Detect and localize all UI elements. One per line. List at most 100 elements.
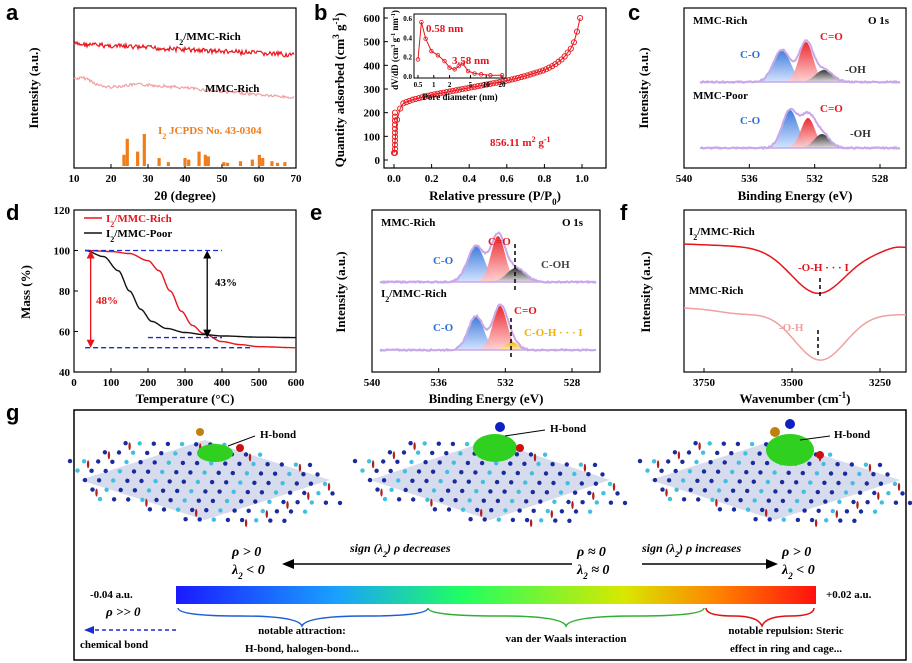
- chemical-bond-arrow-head: [84, 626, 94, 634]
- x-axis-title-a: 2θ (degree): [154, 188, 216, 203]
- lattice-atom: [757, 451, 762, 456]
- a-x-label: 50: [217, 173, 229, 185]
- series-line-i2-mmc-rich-d: [85, 249, 296, 349]
- peak-label-co-c2: C-O: [740, 115, 761, 127]
- isotherm-point: [530, 70, 537, 77]
- lattice-atom: [366, 459, 372, 464]
- lattice-bond-red: [583, 463, 587, 472]
- lattice-atom: [281, 499, 286, 505]
- c-x-label: 540: [676, 173, 693, 185]
- lattice-atom: [501, 470, 506, 475]
- lattice-atom: [864, 481, 869, 486]
- lattice-atom: [202, 470, 207, 475]
- isotherm-point: [564, 49, 571, 56]
- lattice-atom: [552, 499, 557, 504]
- lattice-atom: [232, 508, 237, 513]
- lattice-atom: [257, 452, 263, 457]
- lattice-atom: [97, 496, 103, 502]
- lattice-atom: [90, 487, 95, 492]
- reference-bar: [206, 156, 210, 166]
- reference-bar: [183, 158, 187, 166]
- lattice-atom: [272, 471, 278, 476]
- lattice-atom: [425, 497, 430, 502]
- lattice-atom: [445, 469, 450, 475]
- lattice-atom: [223, 461, 228, 466]
- isotherm-point: [539, 67, 546, 74]
- isotherm-point: [505, 77, 512, 84]
- lattice-atom: [160, 488, 166, 493]
- hbond-pointer-1: [227, 435, 256, 447]
- brace-repulsion: [705, 607, 815, 629]
- lattice-atom: [190, 507, 195, 513]
- lattice-atom: [294, 481, 299, 486]
- panel-letter-c: c: [628, 0, 640, 25]
- inset-point: [460, 61, 466, 66]
- lattice-atom: [322, 481, 328, 487]
- series-line-i2-mmc-poor-d: [85, 249, 296, 339]
- reference-bar: [166, 162, 170, 166]
- lattice-atom: [82, 477, 88, 483]
- lattice-atom: [531, 508, 536, 513]
- panel-a: a 10 20 30 40 50 60 70 2θ (degree) Intensity (…: [6, 0, 302, 203]
- lattice-atom: [495, 498, 501, 504]
- inset-x-title: Pore diameter (nm): [422, 92, 497, 102]
- panel-letter-g: g: [6, 400, 19, 425]
- lattice-atom: [660, 487, 665, 492]
- lattice-atom: [460, 507, 466, 512]
- lattice-atom: [181, 479, 186, 484]
- lattice-atom: [794, 480, 799, 485]
- reference-bar: [157, 158, 161, 166]
- d-x-label: 300: [177, 377, 194, 389]
- lattice-atom: [637, 458, 643, 464]
- mid-cond-lambda: λ2 ≈ 0: [576, 563, 609, 581]
- lattice-bond-red: [665, 488, 668, 497]
- lattice-atom: [131, 469, 137, 474]
- lattice-atom: [538, 499, 543, 504]
- lattice-atom: [578, 462, 584, 467]
- reference-bar: [222, 162, 226, 166]
- lattice-atom: [139, 478, 144, 484]
- peak-label-co-c1: C-O: [740, 49, 761, 61]
- lattice-atom: [872, 490, 877, 496]
- sample-label-f2: MMC-Rich: [689, 285, 743, 297]
- xps-peak-e1: [436, 236, 560, 282]
- isotherm-point: [542, 66, 550, 73]
- a-x-label: 20: [106, 173, 118, 185]
- lattice-atom: [103, 468, 108, 474]
- lattice-atom: [737, 479, 742, 484]
- lattice-atom: [367, 477, 373, 483]
- isotherm-point: [391, 125, 399, 132]
- lattice-atom: [759, 489, 764, 494]
- lattice-atom: [773, 489, 778, 494]
- hbond-pointer-3: [799, 435, 831, 441]
- series-line-i2-mmc-rich-f: [684, 243, 907, 295]
- lattice-atom: [573, 509, 579, 514]
- lattice-atom: [801, 489, 806, 494]
- isotherm-point: [511, 75, 519, 82]
- arrow-right-head: [766, 559, 778, 569]
- inset-point: [447, 65, 452, 70]
- lattice-atom: [243, 452, 249, 457]
- lattice-atom: [710, 497, 715, 502]
- lattice-atom: [537, 480, 542, 485]
- xps-peak-c2: [740, 118, 870, 148]
- isotherm-point: [391, 117, 399, 124]
- arrow-43-head-bottom: [203, 329, 212, 338]
- sample-label-f1: I2/MMC-Rich: [689, 226, 755, 242]
- inset-peak-2: 3.58 nm: [452, 55, 489, 67]
- lattice-bond-red: [868, 463, 872, 472]
- lattice-atom: [608, 500, 614, 505]
- lattice-atom: [160, 469, 165, 475]
- lattice-bond-red: [95, 488, 98, 497]
- lattice-atom: [403, 487, 408, 493]
- lattice-atom: [154, 497, 159, 503]
- isotherm-point: [397, 105, 404, 112]
- legend-label-i2-mmc-poor-d: I2/MMC-Poor: [106, 228, 172, 244]
- lattice-atom: [130, 450, 136, 455]
- lattice-atom: [225, 517, 231, 523]
- lattice-bond-red: [571, 501, 574, 509]
- lattice-atom: [731, 507, 737, 512]
- legend-label-jcpds: I2 JCPDS No. 43-0304: [158, 125, 262, 141]
- lattice-atom: [877, 462, 883, 468]
